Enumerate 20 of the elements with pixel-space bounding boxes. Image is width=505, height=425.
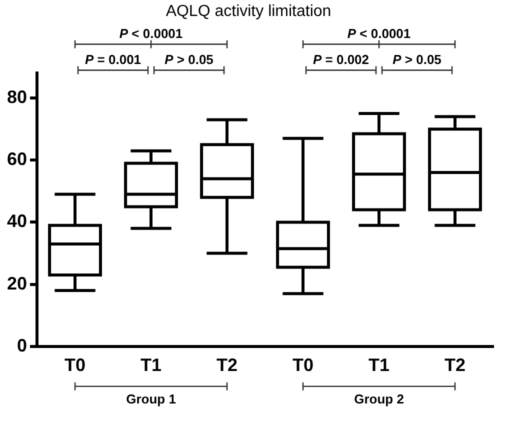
text: P > 0.05 [392, 52, 442, 68]
text: Group 1 [126, 391, 176, 406]
text: P = 0.001 [85, 52, 142, 68]
x-tick-label: T2 [216, 355, 238, 376]
text: P < 0.0001 [119, 26, 183, 42]
text: P < 0.0001 [347, 26, 411, 42]
x-tick-label: T0 [64, 355, 86, 376]
chart-title: AQLQ activity limitation [166, 3, 332, 20]
x-tick-label: T1 [368, 355, 390, 376]
x-tick-label: T1 [140, 355, 162, 376]
text: P > 0.05 [164, 52, 214, 68]
y-tick-label: 60 [6, 149, 28, 170]
y-tick-label: 40 [6, 211, 28, 232]
text: Group 2 [354, 391, 404, 406]
x-tick-label: T2 [444, 355, 466, 376]
y-tick-label: 0 [17, 335, 28, 356]
text: P = 0.002 [313, 52, 370, 68]
x-tick-label: T0 [292, 355, 314, 376]
y-tick-label: 20 [6, 273, 28, 294]
y-tick-label: 80 [6, 87, 28, 108]
